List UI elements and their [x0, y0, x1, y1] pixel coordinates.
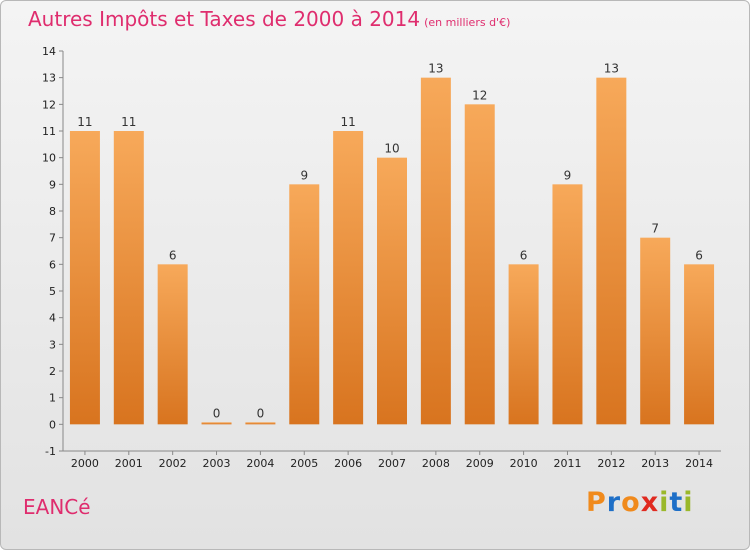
bar-2010 [508, 264, 539, 425]
x-tick-label-2001: 2001 [115, 457, 143, 470]
x-tick-label-2011: 2011 [553, 457, 581, 470]
y-tick-label: 12 [42, 98, 56, 111]
bar-2000 [69, 131, 100, 425]
bar-2008 [420, 77, 451, 425]
data-label-2001: 11 [121, 115, 136, 129]
y-tick-label: -1 [45, 445, 56, 458]
x-tick-label-2002: 2002 [159, 457, 187, 470]
bar-2003 [201, 422, 232, 425]
chart-title: Autres Impôts et Taxes de 2000 à 2014 (en… [28, 7, 511, 31]
y-tick-label: 5 [49, 285, 56, 298]
bar-2011 [552, 184, 583, 425]
data-label-2002: 6 [169, 248, 177, 262]
data-label-2009: 12 [472, 88, 487, 102]
data-label-2000: 11 [77, 115, 92, 129]
x-tick-label-2000: 2000 [71, 457, 99, 470]
y-tick-label: 13 [42, 72, 56, 85]
bar-2004 [245, 422, 276, 425]
data-label-2007: 10 [384, 142, 399, 156]
x-tick-label-2009: 2009 [466, 457, 494, 470]
y-tick-label: 9 [49, 178, 56, 191]
data-label-2014: 6 [695, 248, 703, 262]
bar-2001 [113, 131, 144, 425]
y-tick-label: 3 [49, 338, 56, 351]
x-tick-label-2014: 2014 [685, 457, 713, 470]
data-label-2008: 13 [428, 62, 443, 76]
data-label-2012: 13 [604, 62, 619, 76]
bar-2012 [596, 77, 627, 425]
bar-2002 [157, 264, 188, 425]
bar-2013 [640, 237, 671, 425]
y-tick-label: 8 [49, 205, 56, 218]
x-tick-label-2013: 2013 [641, 457, 669, 470]
bar-2007 [377, 157, 407, 425]
chart-subtitle: (en milliers d'€) [424, 16, 511, 29]
x-tick-label-2003: 2003 [203, 457, 231, 470]
y-tick-label: 4 [49, 312, 56, 325]
y-tick-label: 11 [42, 125, 56, 138]
bar-2014 [684, 264, 715, 425]
y-tick-label: 2 [49, 365, 56, 378]
x-tick-label-2010: 2010 [510, 457, 538, 470]
x-tick-label-2008: 2008 [422, 457, 450, 470]
data-label-2010: 6 [520, 248, 528, 262]
data-label-2003: 0 [213, 406, 221, 420]
y-tick-label: 14 [42, 45, 56, 58]
y-tick-label: 7 [49, 232, 56, 245]
data-label-2005: 9 [300, 168, 308, 182]
data-label-2013: 7 [651, 222, 659, 236]
x-tick-label-2012: 2012 [597, 457, 625, 470]
place-name: EANCé [23, 495, 91, 519]
data-label-2011: 9 [564, 168, 572, 182]
y-tick-label: 6 [49, 258, 56, 271]
x-tick-label-2004: 2004 [246, 457, 274, 470]
proxiti-logo[interactable]: Proxiti [586, 487, 694, 518]
data-label-2004: 0 [257, 406, 265, 420]
data-label-2006: 11 [340, 115, 355, 129]
x-tick-label-2005: 2005 [290, 457, 318, 470]
y-tick-label: 10 [42, 152, 56, 165]
y-tick-label: 1 [49, 392, 56, 405]
x-tick-label-2007: 2007 [378, 457, 406, 470]
y-tick-label: 0 [49, 418, 56, 431]
bar-2009 [464, 104, 495, 425]
bar-2006 [333, 131, 364, 425]
x-tick-label-2006: 2006 [334, 457, 362, 470]
bar-2005 [289, 184, 320, 425]
